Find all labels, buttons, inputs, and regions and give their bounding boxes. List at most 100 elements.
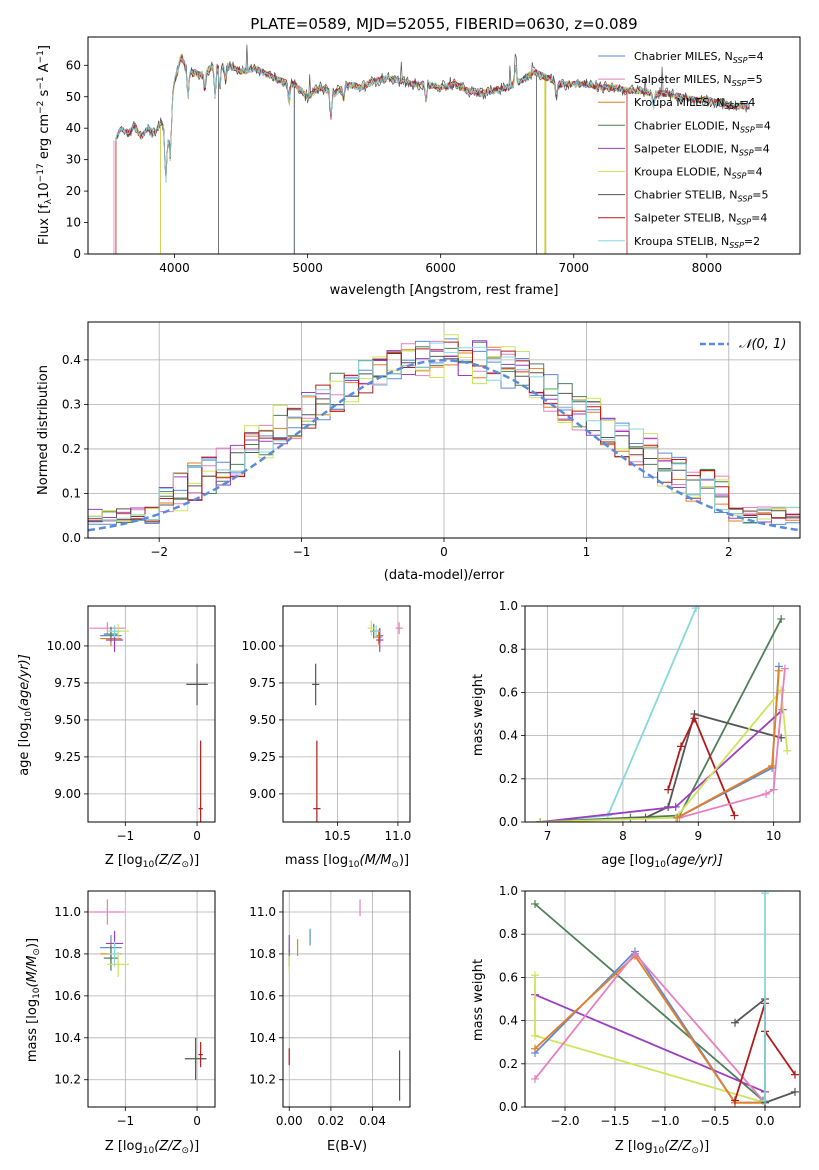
spectrum-ytick-label: 30: [66, 153, 81, 167]
weight-line-salpeter-elodie: [534, 993, 766, 1093]
mass-ebv-xlabel: E(B-V): [327, 1139, 367, 1154]
weight-marker-kroupa-elodie: [777, 686, 786, 695]
weight-marker-salpeter-stelib: [690, 714, 699, 723]
panel-marks: [312, 620, 403, 822]
ytick-label: 10.8: [54, 947, 81, 961]
xtick-label: 7: [544, 829, 552, 843]
weight-marker-kroupa-elodie: [536, 818, 545, 822]
ytick-label: 10.6: [249, 989, 276, 1003]
ytick-label: 10.00: [47, 639, 81, 653]
histogram-steps: [87, 334, 801, 538]
panel-marks: [89, 622, 208, 822]
ytick-label: 10.2: [249, 1073, 276, 1087]
xtick-label: 0.02: [318, 1114, 345, 1128]
panel-frame: [282, 890, 411, 1108]
histogram-ytick-label: 0.2: [62, 442, 81, 456]
histogram-ytick-label: 0.3: [62, 397, 81, 411]
weight-marker-kroupa-miles: [768, 761, 777, 770]
histogram-ytick-label: 0.0: [62, 531, 81, 545]
mass-vs-ebv-panel: 0.00 0.02 0.04 10.2 10.4 10.6 10.8 11.0: [249, 890, 411, 1128]
panel-marks: [531, 891, 799, 1107]
histogram-legend: 𝒩(0, 1): [700, 337, 786, 352]
xtick-label: 0: [193, 1114, 201, 1128]
xtick-label: 0.00: [276, 1114, 303, 1128]
ytick-label: 10.00: [242, 639, 276, 653]
legend-label-salpeter-miles: Salpeter MILES, NSSP=5: [634, 73, 763, 88]
ytick-label: 9.00: [249, 787, 276, 801]
weight-marker-salpeter-miles: [531, 1074, 539, 1083]
weight-marker-kroupa-elodie: [531, 1031, 539, 1040]
age-vs-z-panel: −1 0 9.00 9.25 9.50 9.75 10.00: [47, 605, 216, 843]
weight-marker-kroupa-miles: [673, 813, 682, 822]
legend-label-kroupa-stelib: Kroupa STELIB, NSSP=2: [634, 235, 760, 250]
histogram-xtick-label: 2: [725, 545, 733, 559]
spectrum-series-kroupa-stelib: [115, 58, 750, 182]
weight-marker-salpeter-elodie: [671, 802, 680, 811]
legend-label-chabrier-miles: Chabrier MILES, NSSP=4: [634, 50, 764, 65]
xtick-label: 11.0: [385, 829, 412, 843]
weight-marker-kroupa-elodie: [783, 746, 792, 755]
histogram-legend-label: 𝒩(0, 1): [739, 337, 786, 352]
normal-curve: [87, 359, 801, 532]
panel-marks: [288, 899, 401, 1101]
spectrum-xlabel: wavelength [Angstrom, rest frame]: [330, 283, 559, 298]
spectrum-legend: Chabrier MILES, NSSP=4 Salpeter MILES, NS…: [598, 50, 771, 250]
ytick-label: 10.6: [54, 989, 81, 1003]
panel-background: [88, 891, 215, 1107]
ytick-label: 1.0: [499, 884, 518, 898]
ytick-label: 9.50: [54, 713, 81, 727]
ytick-label: 11.0: [249, 905, 276, 919]
histogram-ytick-label: 0.4: [62, 353, 81, 367]
ytick-label: 9.75: [249, 676, 276, 690]
panel-frame: [282, 605, 411, 823]
panel-background: [88, 606, 215, 822]
weight-marker-salpeter-miles: [762, 789, 771, 798]
weight-marker-salpeter-miles: [769, 785, 778, 794]
ytick-label: 11.0: [54, 905, 81, 919]
xtick-label: −1.5: [600, 1114, 629, 1128]
weight-marker-kroupa-stelib: [761, 891, 769, 898]
weight-age-xlabel: age [log10(age/yr)]: [601, 853, 723, 870]
weight-marker-salpeter-miles: [631, 949, 639, 958]
xtick-label: 0: [193, 829, 201, 843]
xtick-label: 9: [694, 829, 702, 843]
age-vs-mass-panel: 10.5 11.0 9.00 9.25 9.50 9.75 10.00: [242, 605, 412, 843]
ytick-label: 0.8: [499, 642, 518, 656]
xtick-label: 8: [619, 829, 627, 843]
xtick-label: 0.0: [755, 1114, 774, 1128]
weight-marker-chabrier-elodie: [777, 614, 786, 623]
xtick-label: 10: [766, 829, 781, 843]
spectrum-title: PLATE=0589, MJD=52055, FIBERID=0630, z=0…: [250, 15, 637, 33]
legend-label-chabrier-stelib: Chabrier STELIB, NSSP=5: [634, 189, 768, 204]
legend-label-salpeter-stelib: Salpeter STELIB, NSSP=4: [634, 212, 767, 227]
ytick-label: 10.4: [249, 1031, 276, 1045]
weight-marker-kroupa-miles: [531, 1044, 539, 1053]
weight-line-kroupa-miles: [534, 954, 765, 1104]
spectrum-ytick-label: 60: [66, 58, 81, 72]
age-mass-xlabel: mass [log10(M/M⊙)]: [285, 853, 409, 870]
ytick-label: 0.6: [499, 685, 518, 699]
weight-marker-kroupa-miles: [774, 666, 783, 675]
histogram-ylabel: Normed distribution: [36, 365, 51, 495]
spectrum-panel: PLATE=0589, MJD=52055, FIBERID=0630, z=0…: [36, 15, 801, 298]
ytick-label: 0.4: [499, 729, 518, 743]
weight-line-kroupa-elodie: [540, 687, 789, 822]
ytick-label: 0.2: [499, 772, 518, 786]
weight-marker-kroupa-stelib: [761, 1096, 769, 1105]
weight-line-chabrier-elodie: [534, 903, 764, 1102]
weight-line-salpeter-stelib: [667, 716, 736, 816]
histogram-xlabel: (data-model)/error: [384, 568, 505, 583]
panel-marks: [536, 606, 792, 822]
weight-marker-salpeter-stelib: [664, 785, 673, 794]
mass-z-ylabel: mass [log10(M/M⊙)]: [25, 938, 42, 1062]
spectrum-ytick-label: 20: [66, 184, 81, 198]
panel-frame: [524, 890, 801, 1108]
weight-marker-salpeter-stelib: [791, 1070, 799, 1079]
histogram-ticks: −2 −1 0 1 2 0.0 0.1 0.2 0.3 0.4: [62, 353, 733, 559]
histogram-xtick-label: 1: [583, 545, 591, 559]
age-z-ylabel: age [log10(age/yr)]: [17, 654, 34, 776]
weight-marker-salpeter-stelib: [731, 1096, 739, 1105]
panel-background: [525, 891, 800, 1107]
ytick-label: 9.25: [54, 750, 81, 764]
spectrum-ylabel: Flux [fλ10−17 erg cm−2 s−1 A−1]: [36, 45, 54, 245]
